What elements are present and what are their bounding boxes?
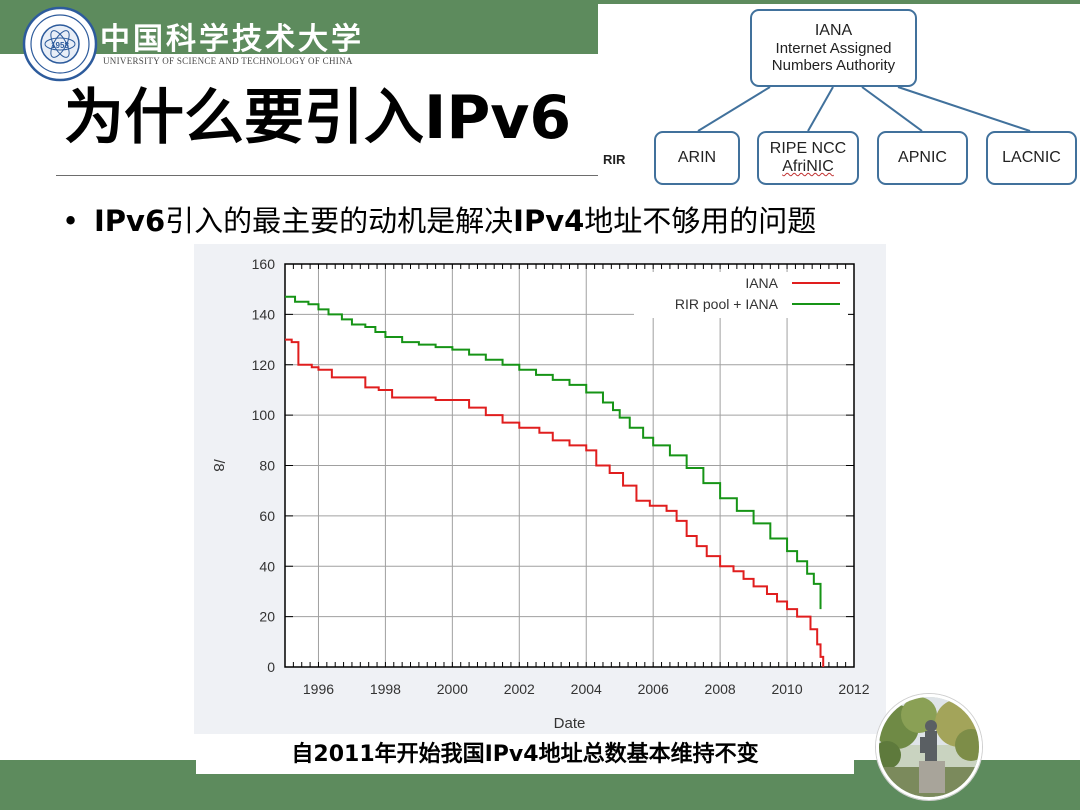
rir-pool-series-line (285, 295, 822, 610)
y-tick-label: 140 (252, 306, 276, 322)
ripe-afrinic-node: RIPE NCC AfriNIC (757, 131, 859, 185)
rir-node-label: ARIN (677, 148, 717, 166)
y-tick-label: 100 (252, 407, 276, 423)
x-tick-label: 2006 (638, 681, 669, 697)
x-tick-label: 2012 (838, 681, 869, 697)
legend-label: IANA (745, 275, 778, 291)
x-tick-label: 1996 (303, 681, 334, 697)
rir-level-label: RIR (603, 152, 626, 167)
y-tick-label: 0 (267, 659, 275, 675)
rir-node-label: APNIC (898, 148, 947, 166)
x-tick-label: 2008 (705, 681, 736, 697)
iana-node-line: Numbers Authority (771, 57, 896, 75)
university-seal-icon: 1958 (22, 6, 98, 82)
legend-label: RIR pool + IANA (675, 296, 779, 312)
bullet-prefix: IPv6 (94, 204, 166, 238)
y-tick-label: 40 (259, 558, 275, 574)
bullet-key: IPv4 (513, 204, 585, 238)
y-axis-label: /8 (210, 459, 227, 472)
plot-frame (284, 263, 855, 668)
statue-photo-icon (879, 697, 979, 797)
iana-node: IANA Internet Assigned Numbers Authority (750, 9, 917, 87)
chart-panel: 0 20 40 60 80 100 120 140 160 1996 1998 2000 2002 200… (194, 244, 886, 734)
slide-title: 为什么要引入IPv6 (64, 83, 572, 153)
y-tick-label: 120 (252, 357, 276, 373)
y-tick-label: 20 (259, 609, 275, 625)
y-tick-label: 60 (259, 508, 275, 524)
y-tick-label: 80 (259, 458, 275, 474)
x-tick-label: 2000 (437, 681, 468, 697)
bullet-middle: 引入的最主要的动机是解决 (165, 204, 514, 238)
lacnic-node: LACNIC (986, 131, 1077, 185)
logo-year: 1958 (51, 41, 69, 50)
bullet-suffix: 地址不够用的问题 (584, 204, 817, 238)
x-tick-label: 2004 (571, 681, 602, 697)
x-axis-label: Date (554, 715, 586, 732)
apnic-node: APNIC (877, 131, 968, 185)
y-tick-label: 160 (252, 256, 276, 272)
university-name-cn: 中国科学技术大学 (100, 22, 364, 57)
x-tick-label: 1998 (370, 681, 401, 697)
university-name-en: UNIVERSITY OF SCIENCE AND TECHNOLOGY OF … (103, 56, 353, 66)
campus-photo (876, 694, 982, 800)
iana-node-line: Internet Assigned (775, 39, 892, 57)
iana-node-line: IANA (814, 21, 853, 39)
arin-node: ARIN (654, 131, 740, 185)
ipv4-depletion-chart: 0 20 40 60 80 100 120 140 160 1996 1998 2000 2002 200… (210, 256, 870, 732)
rir-node-label: AfriNIC (782, 158, 834, 175)
legend-box (634, 272, 848, 318)
title-underline (56, 175, 598, 176)
iana-series-line (285, 338, 825, 667)
x-tick-label: 2010 (771, 681, 802, 697)
rir-node-label: RIPE NCC (769, 139, 847, 157)
x-tick-label: 2002 (504, 681, 535, 697)
rir-node-label: LACNIC (1002, 148, 1061, 166)
chart-caption: 自2011年开始我国IPv4地址总数基本维持不变 (196, 734, 854, 774)
bullet-point: • IPv6引入的最主要的动机是解决IPv4地址不够用的问题 (62, 198, 816, 240)
bullet-icon: • (62, 204, 80, 238)
